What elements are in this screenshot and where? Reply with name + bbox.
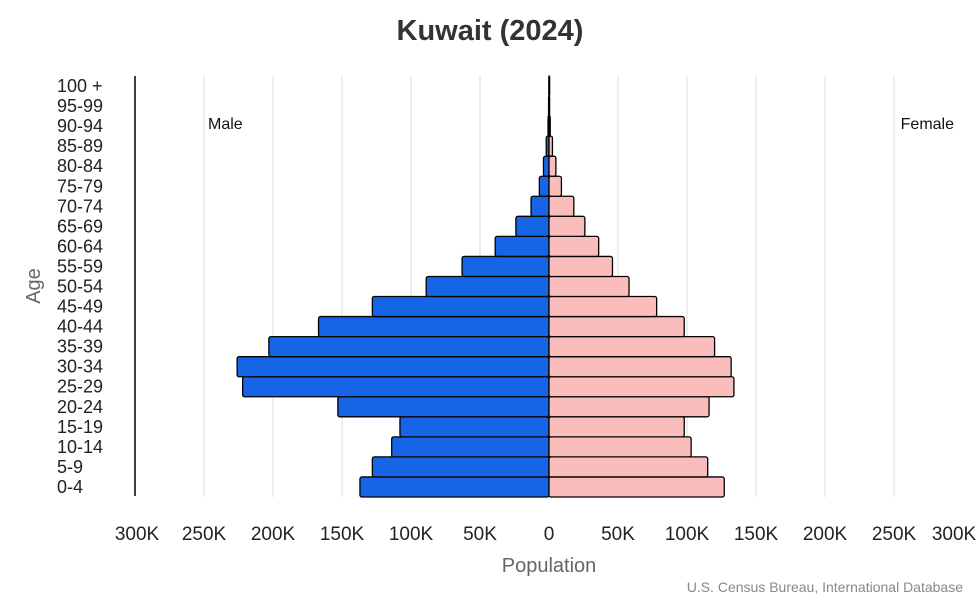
female-bar-100 <box>548 75 551 97</box>
y-axis-label: Age <box>23 268 45 304</box>
x-tick-label: 100K <box>665 524 710 545</box>
female-bar-20-24 <box>548 396 710 418</box>
age-tick-label: 100 + <box>57 76 103 96</box>
female-bar-70-74 <box>548 195 575 217</box>
female-bar-30-34 <box>548 356 732 378</box>
age-tick-label: 10-14 <box>57 437 103 457</box>
x-tick-label: 100K <box>389 524 434 545</box>
male-bar-50-54 <box>425 275 550 298</box>
male-bar-40-44 <box>317 315 550 338</box>
x-tick-label: 200K <box>803 524 848 545</box>
age-tick-label: 65-69 <box>57 216 103 236</box>
male-bar-75-79 <box>538 175 550 197</box>
male-bar-10-14 <box>391 436 550 458</box>
x-tick-label: 150K <box>320 524 365 545</box>
female-bar-65-69 <box>548 215 586 238</box>
age-tick-label: 80-84 <box>57 156 103 176</box>
female-bar-45-49 <box>548 295 658 318</box>
age-tick-label: 70-74 <box>57 196 103 216</box>
x-axis-label: Population <box>502 555 597 577</box>
age-tick-labels: 0-45-910-1415-1920-2425-2930-3435-3940-4… <box>57 76 103 497</box>
male-bar-20-24 <box>337 396 550 418</box>
male-bar-80-84 <box>542 155 550 177</box>
male-bar-35-39 <box>268 335 550 358</box>
male-bar-45-49 <box>371 295 550 318</box>
age-tick-label: 85-89 <box>57 136 103 156</box>
x-tick-label: 300K <box>115 524 160 545</box>
male-bar-25-29 <box>241 376 550 398</box>
x-tick-label: 200K <box>251 524 296 545</box>
female-bar-85-89 <box>548 135 554 157</box>
x-tick-label: 250K <box>182 524 227 545</box>
x-tick-label: 0 <box>544 524 555 545</box>
female-bar-5-9 <box>548 456 709 478</box>
male-bar-70-74 <box>530 195 550 217</box>
female-bar-10-14 <box>548 436 692 458</box>
female-bar-90-94 <box>548 115 551 137</box>
female-bar-15-19 <box>548 416 685 438</box>
female-bar-40-44 <box>548 315 685 338</box>
chart-title: Kuwait (2024) <box>397 15 584 47</box>
age-tick-label: 5-9 <box>57 457 83 477</box>
female-side-label: Female <box>901 116 954 133</box>
age-tick-label: 25-29 <box>57 377 103 397</box>
female-bar-55-59 <box>548 255 614 278</box>
female-bar-0-4 <box>548 476 725 498</box>
age-tick-label: 15-19 <box>57 417 103 437</box>
male-bar-55-59 <box>461 255 550 278</box>
age-tick-label: 35-39 <box>57 337 103 357</box>
age-tick-label: 60-64 <box>57 236 103 256</box>
age-tick-label: 0-4 <box>57 477 83 497</box>
male-bar-30-34 <box>236 356 550 378</box>
female-bar-60-64 <box>548 235 600 258</box>
x-tick-label: 50K <box>601 524 635 545</box>
male-bar-5-9 <box>371 456 550 478</box>
age-tick-label: 30-34 <box>57 357 103 377</box>
female-bar-25-29 <box>548 376 735 398</box>
male-bar-15-19 <box>399 416 550 438</box>
male-bar-60-64 <box>494 235 550 258</box>
x-tick-label: 150K <box>734 524 779 545</box>
source-note: U.S. Census Bureau, International Databa… <box>687 579 963 595</box>
female-bar-95-99 <box>548 95 551 117</box>
bars <box>236 75 735 498</box>
male-side-label: Male <box>208 116 243 133</box>
x-tick-labels: 300K 250K 200K 150K 100K 50K 0 50K 100K 150K 200K 2… <box>115 524 977 545</box>
x-tick-label: 300K <box>932 524 977 545</box>
female-bar-35-39 <box>548 335 716 358</box>
x-tick-label: 50K <box>463 524 497 545</box>
age-tick-label: 75-79 <box>57 176 103 196</box>
age-tick-label: 20-24 <box>57 397 103 417</box>
age-tick-label: 90-94 <box>57 116 103 136</box>
female-bar-75-79 <box>548 175 563 197</box>
male-bar-0-4 <box>359 476 550 498</box>
age-tick-label: 45-49 <box>57 297 103 317</box>
age-tick-label: 95-99 <box>57 96 103 116</box>
male-bar-65-69 <box>515 215 550 238</box>
age-tick-label: 40-44 <box>57 317 103 337</box>
female-bar-50-54 <box>548 275 630 298</box>
female-bar-80-84 <box>548 155 557 177</box>
age-tick-label: 55-59 <box>57 256 103 276</box>
age-tick-label: 50-54 <box>57 277 103 297</box>
x-tick-label: 250K <box>872 524 917 545</box>
